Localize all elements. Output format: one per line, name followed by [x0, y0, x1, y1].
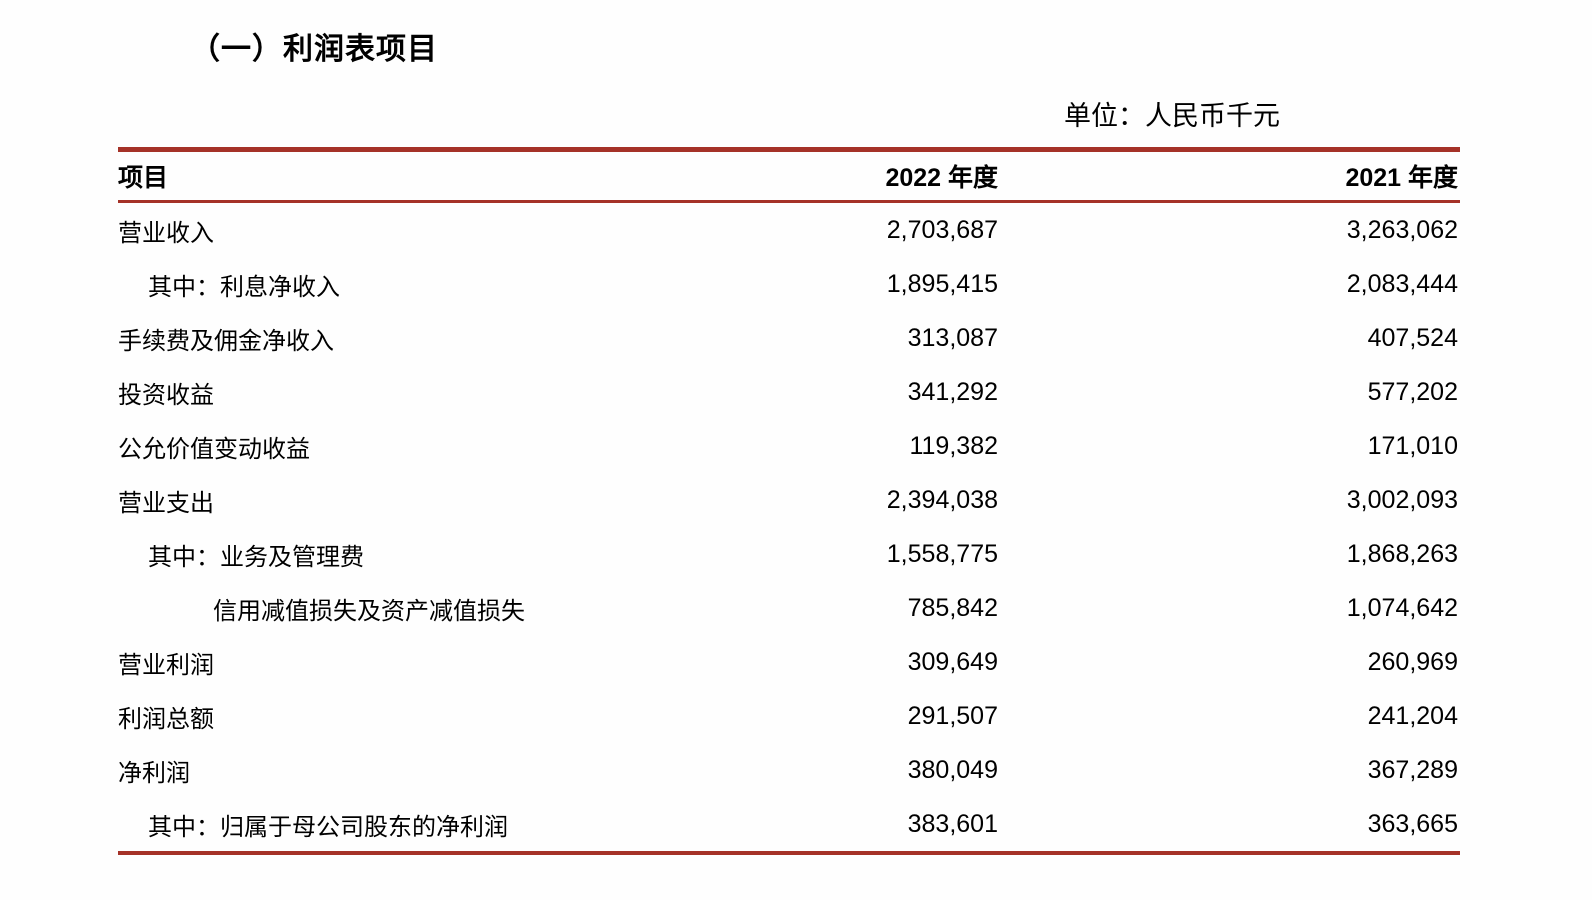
row-label: 其中：业务及管理费	[148, 543, 364, 571]
table-body: 营业收入 2,703,687 3,263,062 其中：利息净收入 1,895,415 2…	[118, 202, 1460, 854]
row-label: 营业支出	[118, 489, 214, 517]
row-label: 投资收益	[118, 381, 214, 409]
row-label: 公允价值变动收益	[118, 435, 310, 463]
table-row: 其中：业务及管理费 1,558,775 1,868,263	[118, 527, 1460, 581]
row-value-2021: 260,969	[1367, 647, 1458, 676]
table-row: 信用减值损失及资产减值损失 785,842 1,074,642	[118, 581, 1460, 635]
table-row: 净利润 380,049 367,289	[118, 743, 1460, 797]
column-header-item: 项目	[118, 149, 650, 203]
row-value-2021: 363,665	[1367, 809, 1458, 838]
table-row: 营业利润 309,649 260,969	[118, 635, 1460, 689]
row-label: 营业利润	[118, 651, 214, 679]
row-label: 营业收入	[118, 219, 214, 247]
row-value-2021: 1,074,642	[1346, 593, 1458, 622]
row-value-2022: 785,842	[907, 593, 998, 622]
column-header-2021: 2021 年度	[1000, 149, 1460, 203]
row-value-2022: 2,394,038	[886, 485, 998, 514]
row-label: 手续费及佣金净收入	[118, 327, 334, 355]
row-value-2022: 1,895,415	[886, 269, 998, 298]
row-value-2022: 380,049	[907, 755, 998, 784]
row-value-2022: 383,601	[907, 809, 998, 838]
row-value-2021: 407,524	[1367, 323, 1458, 352]
row-label: 信用减值损失及资产减值损失	[213, 597, 525, 625]
row-label: 其中：利息净收入	[148, 273, 340, 301]
table-row: 其中：归属于母公司股东的净利润 383,601 363,665	[118, 797, 1460, 853]
row-value-2022: 313,087	[907, 323, 998, 352]
table-header-row: 项目 2022 年度 2021 年度	[118, 149, 1460, 203]
table-row: 利润总额 291,507 241,204	[118, 689, 1460, 743]
row-value-2021: 2,083,444	[1346, 269, 1458, 298]
row-value-2022: 1,558,775	[886, 539, 998, 568]
column-header-2022: 2022 年度	[650, 149, 1000, 203]
row-value-2021: 577,202	[1367, 377, 1458, 406]
row-value-2021: 241,204	[1367, 701, 1458, 730]
row-label: 其中：归属于母公司股东的净利润	[148, 813, 508, 841]
row-label: 利润总额	[118, 705, 214, 733]
row-value-2021: 367,289	[1367, 755, 1458, 784]
unit-label: 单位：人民币千元	[1064, 101, 1280, 131]
table-row: 营业支出 2,394,038 3,002,093	[118, 473, 1460, 527]
table-row: 手续费及佣金净收入 313,087 407,524	[118, 311, 1460, 365]
table-row: 公允价值变动收益 119,382 171,010	[118, 419, 1460, 473]
row-value-2021: 171,010	[1367, 431, 1458, 460]
table-row: 其中：利息净收入 1,895,415 2,083,444	[118, 257, 1460, 311]
table-row: 投资收益 341,292 577,202	[118, 365, 1460, 419]
income-statement-table: 项目 2022 年度 2021 年度 营业收入 2,703,687 3,263,06…	[118, 147, 1460, 855]
row-value-2022: 291,507	[907, 701, 998, 730]
row-value-2021: 3,263,062	[1346, 215, 1458, 244]
row-value-2022: 309,649	[907, 647, 998, 676]
row-value-2022: 119,382	[909, 431, 998, 460]
table-row: 营业收入 2,703,687 3,263,062	[118, 202, 1460, 258]
row-value-2022: 341,292	[907, 377, 998, 406]
row-value-2021: 1,868,263	[1346, 539, 1458, 568]
row-value-2021: 3,002,093	[1346, 485, 1458, 514]
row-label: 净利润	[118, 759, 190, 787]
section-title: （一）利润表项目	[190, 33, 438, 66]
row-value-2022: 2,703,687	[886, 215, 998, 244]
